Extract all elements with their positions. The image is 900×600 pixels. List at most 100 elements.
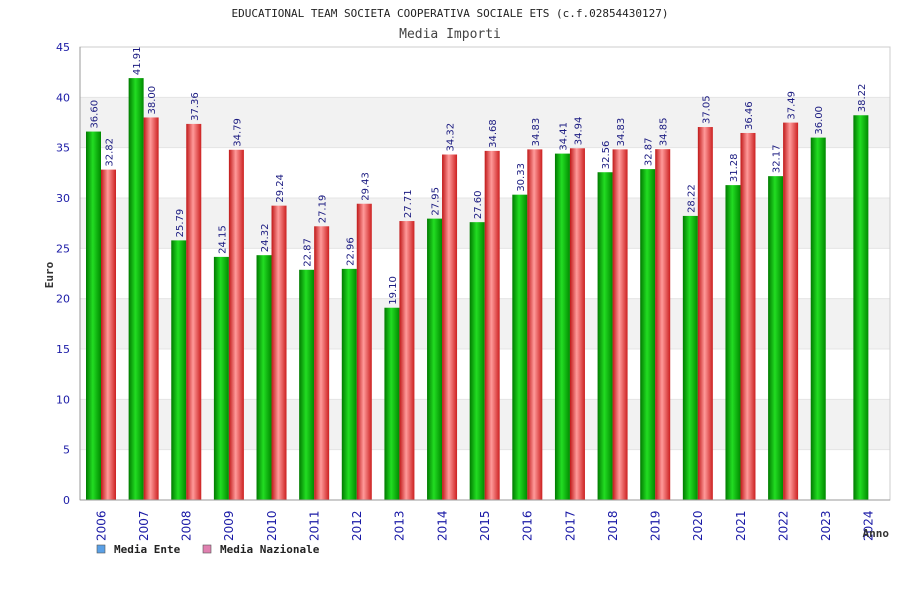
- x-tick-label-2015: 2015: [478, 510, 492, 541]
- bar-media-ente-2023: [810, 137, 826, 500]
- bar-media-nazionale-2020: [697, 127, 713, 500]
- y-tick-label: 30: [56, 192, 70, 205]
- x-tick-label-2009: 2009: [222, 510, 236, 541]
- data-label-media-ente-2020: 28.22: [686, 184, 697, 213]
- chart-title: EDUCATIONAL TEAM SOCIETA COOPERATIVA SOC…: [231, 7, 668, 20]
- grid-band: [80, 97, 890, 148]
- bar-media-ente-2024: [853, 115, 869, 500]
- bars: [86, 78, 869, 501]
- y-axis-ticks: 0 5 10 15 20 25 30 35 40 45: [56, 41, 70, 507]
- data-label-media-ente-2006: 36.60: [90, 100, 101, 129]
- legend-swatch-media-ente: [96, 544, 106, 554]
- x-tick-label-2020: 2020: [691, 510, 705, 541]
- data-label-media-ente-2010: 24.32: [260, 224, 271, 253]
- chart-subtitle: Media Importi: [399, 27, 501, 42]
- bar-media-nazionale-2022: [783, 122, 799, 500]
- data-label-media-ente-2021: 31.28: [729, 153, 740, 182]
- data-label-media-nazionale-2007: 38.00: [147, 86, 158, 115]
- y-axis-label: Euro: [43, 261, 56, 288]
- data-label-media-ente-2022: 32.17: [772, 145, 783, 174]
- data-label-media-nazionale-2008: 37.36: [190, 92, 201, 121]
- bar-media-ente-2010: [256, 255, 272, 500]
- legend: Media Ente Media Nazionale: [96, 543, 320, 556]
- x-tick-label-2010: 2010: [265, 510, 279, 541]
- x-tick-label-2013: 2013: [393, 510, 407, 541]
- data-label-media-ente-2014: 27.95: [431, 187, 442, 216]
- data-label-media-nazionale-2011: 27.19: [318, 195, 329, 224]
- x-tick-label-2011: 2011: [307, 510, 321, 541]
- bar-media-nazionale-2012: [356, 203, 372, 500]
- data-label-media-nazionale-2015: 34.68: [488, 119, 499, 148]
- data-label-media-nazionale-2017: 34.94: [573, 117, 584, 146]
- data-label-media-ente-2018: 32.56: [601, 141, 612, 170]
- bar-media-nazionale-2021: [740, 132, 756, 500]
- data-label-media-ente-2015: 27.60: [473, 191, 484, 220]
- x-tick-label-2007: 2007: [137, 510, 151, 541]
- bar-media-ente-2017: [554, 153, 570, 500]
- data-label-media-nazionale-2010: 29.24: [275, 174, 286, 203]
- bar-media-ente-2022: [768, 176, 784, 500]
- data-label-media-ente-2008: 25.79: [175, 209, 186, 238]
- bar-media-nazionale-2007: [143, 117, 159, 500]
- x-tick-label-2024: 2024: [862, 510, 876, 541]
- x-tick-label-2012: 2012: [350, 510, 364, 541]
- y-tick-label: 5: [63, 444, 70, 457]
- data-label-media-ente-2012: 22.96: [345, 237, 356, 266]
- x-axis-label: Anno: [863, 527, 890, 540]
- bar-media-nazionale-2013: [399, 221, 415, 500]
- bar-media-nazionale-2008: [186, 123, 202, 500]
- x-tick-label-2017: 2017: [563, 510, 577, 541]
- bar-media-nazionale-2011: [314, 226, 330, 500]
- data-labels: 36.60 32.82 41.91 38.00 25.79 37.36 24.15 34.79…: [90, 46, 868, 304]
- x-tick-label-2023: 2023: [819, 510, 833, 541]
- bar-media-nazionale-2009: [228, 149, 244, 500]
- x-tick-label-2008: 2008: [180, 510, 194, 541]
- x-tick-label-2018: 2018: [606, 510, 620, 541]
- data-label-media-ente-2007: 41.91: [132, 46, 143, 75]
- y-tick-label: 40: [56, 91, 70, 104]
- data-label-media-nazionale-2006: 32.82: [105, 138, 116, 167]
- x-tick-label-2022: 2022: [776, 510, 790, 541]
- data-label-media-nazionale-2012: 29.43: [360, 172, 371, 201]
- x-tick-label-2014: 2014: [435, 510, 449, 541]
- legend-label-media-nazionale: Media Nazionale: [220, 543, 320, 556]
- y-tick-label: 15: [56, 343, 70, 356]
- x-axis-ticks: 2006 2007 2008 2009 2010 2011 2012 2013 2014 2015…: [94, 510, 875, 541]
- bar-media-ente-2008: [171, 240, 187, 500]
- bar-media-nazionale-2017: [569, 148, 585, 500]
- bar-media-nazionale-2010: [271, 205, 287, 500]
- data-label-media-nazionale-2019: 34.85: [659, 118, 670, 147]
- y-tick-label: 0: [63, 494, 70, 507]
- data-label-media-nazionale-2021: 36.46: [744, 101, 755, 130]
- data-label-media-ente-2017: 34.41: [558, 122, 569, 151]
- x-tick-label-2021: 2021: [734, 510, 748, 541]
- legend-label-media-ente: Media Ente: [114, 543, 181, 556]
- y-tick-label: 45: [56, 41, 70, 54]
- data-label-media-ente-2009: 24.15: [217, 225, 228, 254]
- bar-media-nazionale-2006: [101, 169, 116, 500]
- legend-swatch-media-nazionale: [202, 544, 212, 554]
- bar-media-nazionale-2016: [527, 149, 543, 501]
- bar-media-nazionale-2019: [655, 149, 671, 500]
- x-tick-label-2016: 2016: [521, 510, 535, 541]
- data-label-media-ente-2023: 36.00: [814, 106, 825, 135]
- data-label-media-nazionale-2020: 37.05: [701, 95, 712, 124]
- x-tick-label-2019: 2019: [649, 510, 663, 541]
- data-label-media-ente-2013: 19.10: [388, 276, 399, 305]
- bar-media-nazionale-2018: [612, 149, 628, 501]
- bar-media-nazionale-2015: [484, 150, 500, 500]
- x-tick-label-2006: 2006: [94, 510, 108, 541]
- bar-media-ente-2013: [384, 307, 400, 500]
- bar-media-ente-2018: [597, 172, 613, 500]
- y-tick-label: 20: [56, 293, 70, 306]
- data-label-media-nazionale-2016: 34.83: [531, 118, 542, 147]
- bar-media-ente-2006: [86, 131, 101, 500]
- bar-media-ente-2016: [512, 194, 528, 501]
- data-label-media-ente-2024: 38.22: [857, 84, 868, 113]
- data-label-media-ente-2011: 22.87: [303, 238, 314, 267]
- bar-media-ente-2019: [640, 169, 656, 500]
- bar-media-ente-2007: [128, 78, 144, 500]
- bar-media-ente-2009: [213, 256, 229, 500]
- bar-media-ente-2011: [299, 269, 315, 500]
